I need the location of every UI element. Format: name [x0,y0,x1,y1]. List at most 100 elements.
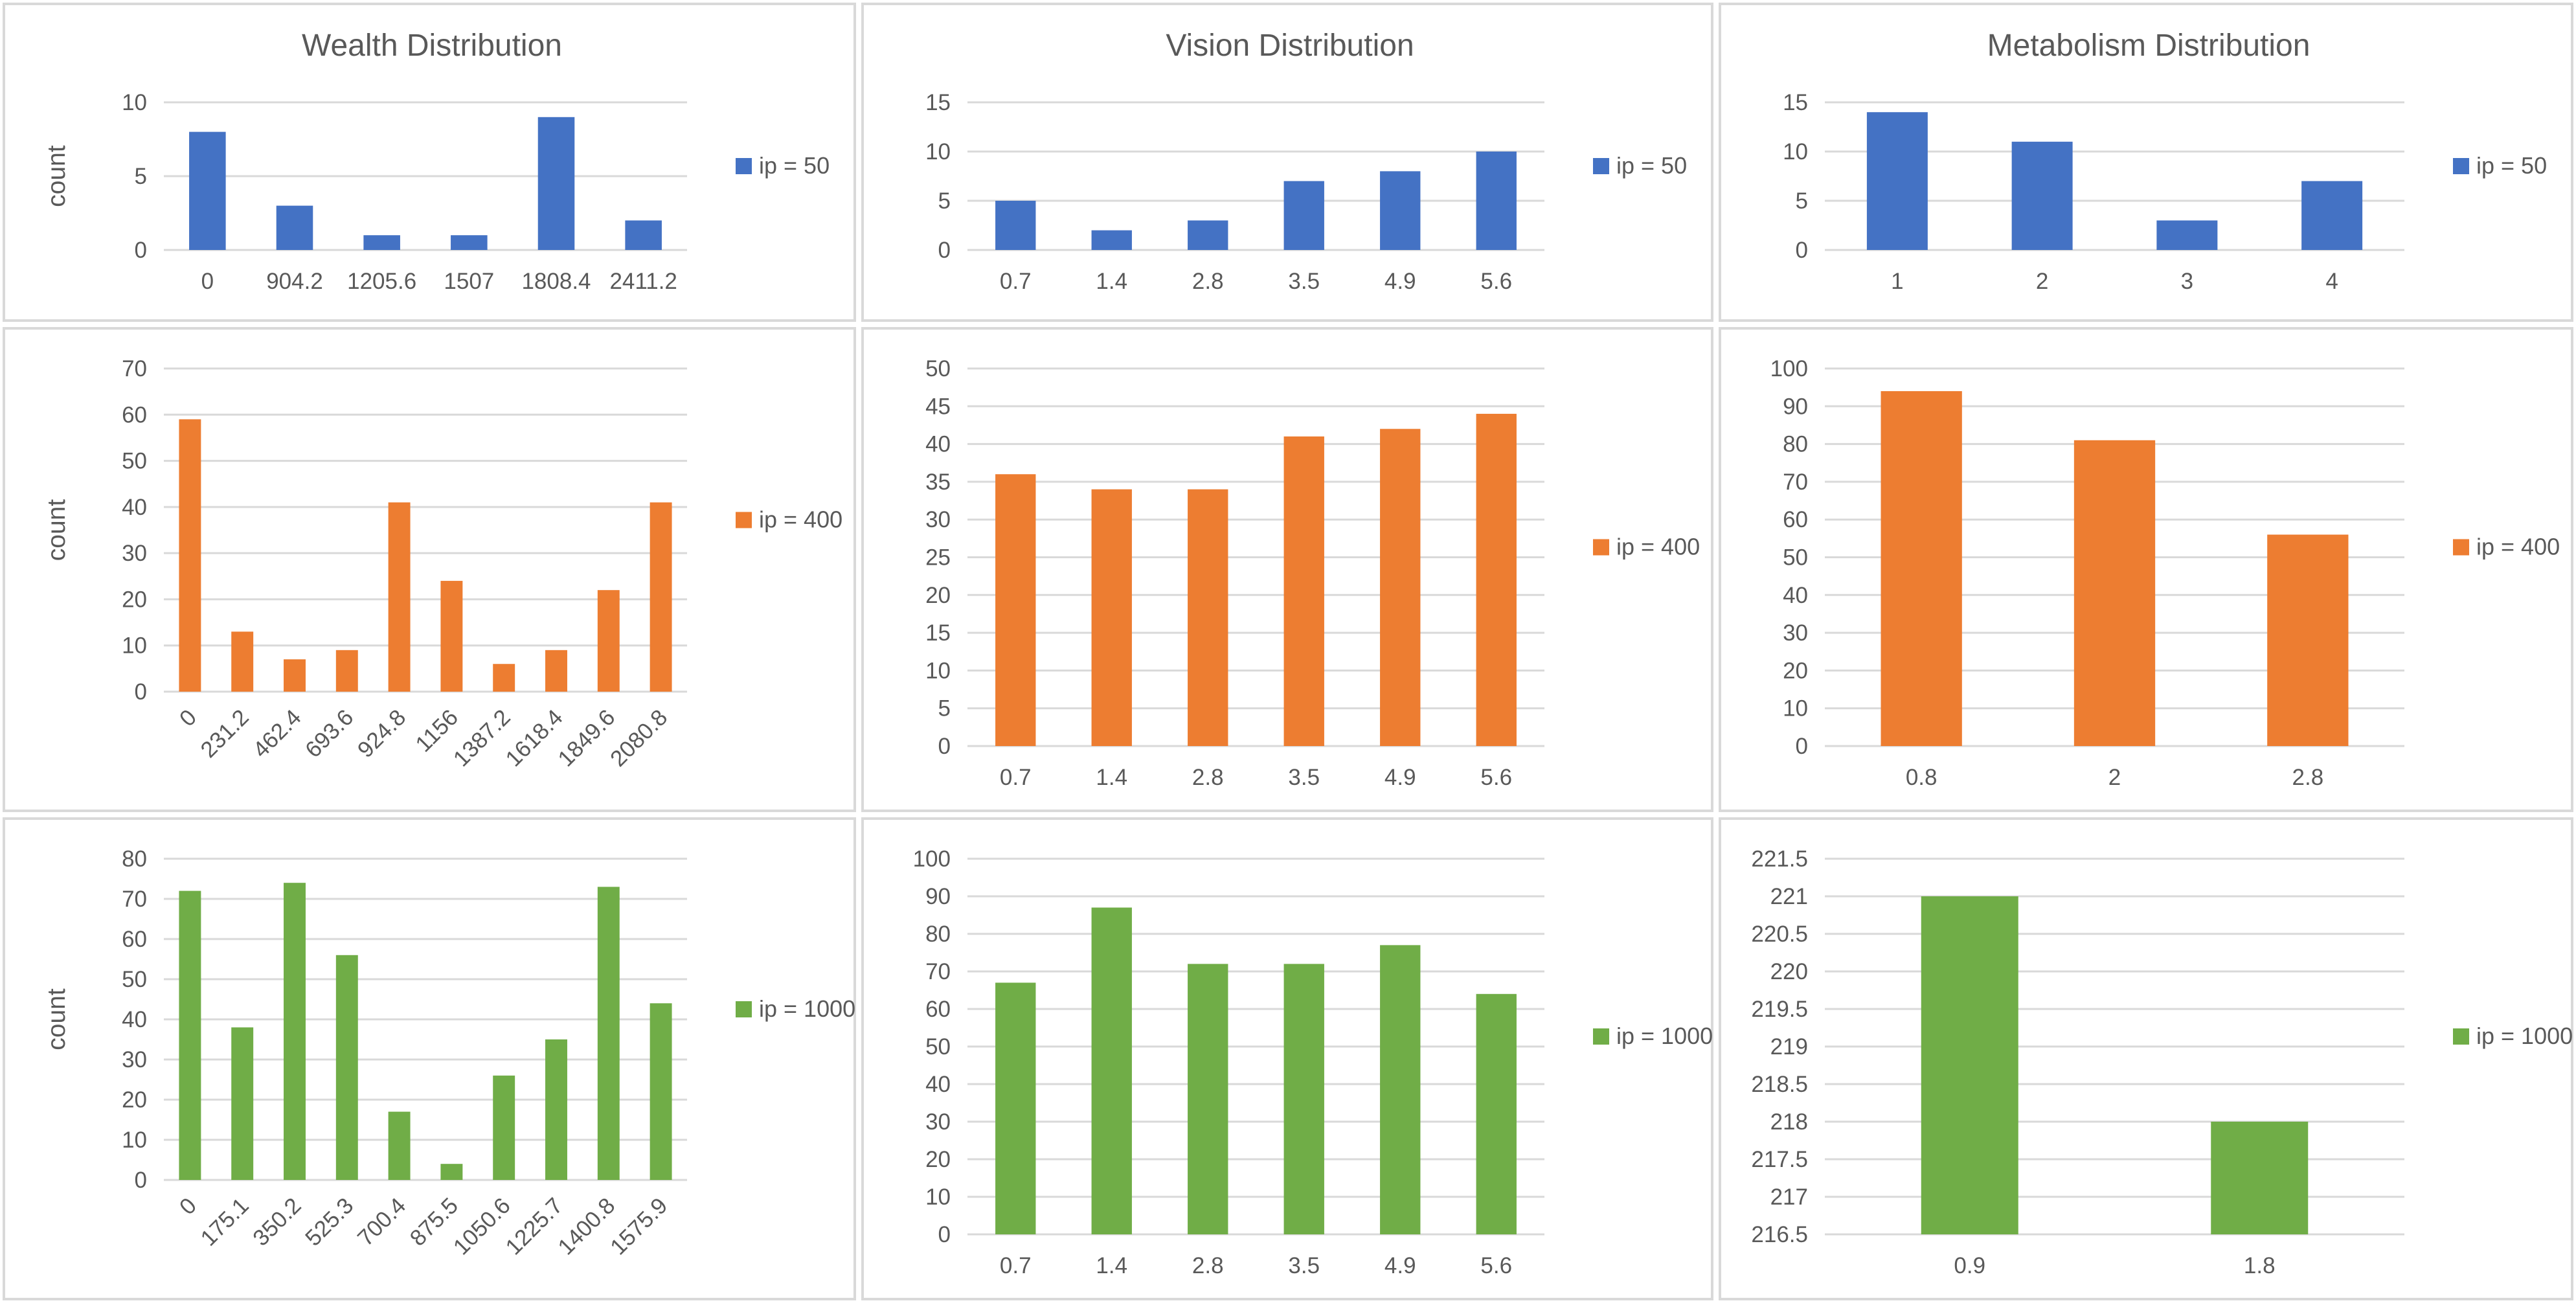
y-tick-label: 20 [925,1147,951,1172]
y-tick-label: 10 [122,633,147,659]
y-tick-label: 217.5 [1751,1147,1808,1172]
y-tick-label: 50 [122,449,147,474]
legend-label: ip = 1000 [759,995,855,1022]
legend-swatch [736,1001,752,1017]
chart-panel: 216.5 217 217.5 218 218.5 219 219.5 220 220.5 221… [1719,817,2573,1300]
chart-panel: count 0 10 20 30 40 50 60 70 80 0 175.1 350.2 525.3 70… [3,817,856,1300]
x-tick-label: 2411.2 [609,269,677,294]
y-tick-label: 0 [1796,238,1808,263]
legend-swatch [736,158,752,174]
legend-swatch [2453,158,2469,174]
bar [1380,171,1421,250]
x-tick-label: 1050.6 [449,1193,515,1260]
bar-chart: 0 5 10 15 20 25 30 35 40 45 50 0.7 1.4 2.8 3.5 4.9 5.6 ip… [925,356,1700,790]
y-tick-label: 218.5 [1751,1072,1808,1097]
x-tick-label: 1.4 [1096,765,1127,790]
x-tick-label: 231.2 [196,705,254,763]
x-tick-label: 2 [2108,765,2121,790]
bar [1921,896,2018,1234]
x-tick-label: 1618.4 [501,705,567,771]
y-tick-label: 15 [925,90,951,115]
x-tick-label: 1575.9 [605,1193,672,1260]
bar [1476,413,1517,746]
legend-swatch [1593,1028,1609,1045]
y-tick-label: 40 [925,1072,951,1097]
bar [1091,489,1132,746]
bar [1881,391,1962,746]
y-tick-label: 220.5 [1751,922,1808,947]
bar [189,131,226,250]
x-tick-label: 0.7 [1000,1253,1032,1278]
legend-swatch [1593,539,1609,556]
y-tick-label: 40 [122,495,147,520]
y-tick-label: 219 [1770,1034,1808,1059]
y-tick-label: 10 [925,658,951,683]
y-tick-label: 5 [938,188,951,214]
legend-swatch [2453,539,2469,556]
y-tick-label: 100 [913,846,951,872]
x-tick-label: 0.8 [1906,765,1938,790]
y-tick-label: 5 [1796,188,1808,214]
y-tick-label: 60 [925,997,951,1022]
y-tick-label: 10 [925,139,951,164]
y-tick-label: 0 [938,238,951,263]
bar [1476,993,1517,1234]
bar [179,419,201,692]
x-tick-label: 2.8 [1192,1253,1224,1278]
bar [1283,181,1324,250]
bar [1188,489,1228,746]
x-tick-label: 0 [175,1193,201,1219]
chart-panel: Wealth Distribution count 0 5 10 0 904.2 1205.6… [3,3,856,322]
y-tick-label: 220 [1770,959,1808,984]
x-tick-label: 5.6 [1480,765,1512,790]
y-tick-label: 30 [122,1047,147,1072]
y-tick-label: 219.5 [1751,997,1808,1022]
x-tick-label: 1387.2 [449,705,515,771]
x-tick-label: 2.8 [2292,765,2324,790]
x-tick-label: 462.4 [248,705,306,763]
x-tick-label: 0 [175,705,201,731]
x-tick-label: 1808.4 [521,269,591,294]
bar [2156,220,2218,250]
y-tick-label: 45 [925,394,951,419]
x-tick-label: 1 [1891,269,1903,294]
y-tick-label: 100 [1770,356,1808,381]
x-tick-label: 5.6 [1480,269,1512,294]
y-axis-label: count [43,145,71,207]
bar [597,590,620,692]
bar [276,205,313,250]
y-tick-label: 0 [1796,734,1808,759]
x-tick-label: 350.2 [248,1193,306,1251]
bar [995,474,1036,746]
x-tick-label: 0.7 [1000,765,1032,790]
y-tick-label: 50 [122,967,147,992]
y-tick-label: 0 [135,679,147,705]
x-tick-label: 693.6 [300,705,359,763]
x-tick-label: 1.8 [2244,1253,2276,1278]
bar [284,659,306,692]
chart-panel: Metabolism Distribution 0 5 10 15 1 2 3 4 ip = 50 [1719,3,2573,322]
y-tick-label: 0 [135,238,147,263]
legend-swatch [2453,1028,2469,1045]
y-axis-label: count [43,988,71,1050]
bar [451,235,488,250]
y-tick-label: 30 [122,541,147,566]
bar [1283,964,1324,1234]
legend-label: ip = 400 [1616,534,1700,560]
y-tick-label: 0 [938,734,951,759]
y-tick-label: 80 [1783,432,1808,457]
bar [545,650,567,692]
x-tick-label: 4.9 [1384,765,1416,790]
chart-title: Metabolism Distribution [1987,28,2310,63]
y-tick-label: 35 [925,470,951,495]
x-tick-label: 525.3 [300,1193,359,1251]
x-tick-label: 2080.8 [605,705,672,771]
chart-title: Wealth Distribution [302,28,562,63]
chart-panel: 0 10 20 30 40 50 60 70 80 90 100 0.7 1.4 2.8 3.5 4.9 5.6… [861,817,1713,1300]
legend-label: ip = 400 [2476,534,2560,560]
bar [231,1027,254,1180]
legend-label: ip = 400 [759,506,842,533]
bar [2011,141,2073,250]
bar-chart: Vision Distribution 0 5 10 15 0.7 1.4 2.8 3.5 4.9… [925,28,1687,294]
